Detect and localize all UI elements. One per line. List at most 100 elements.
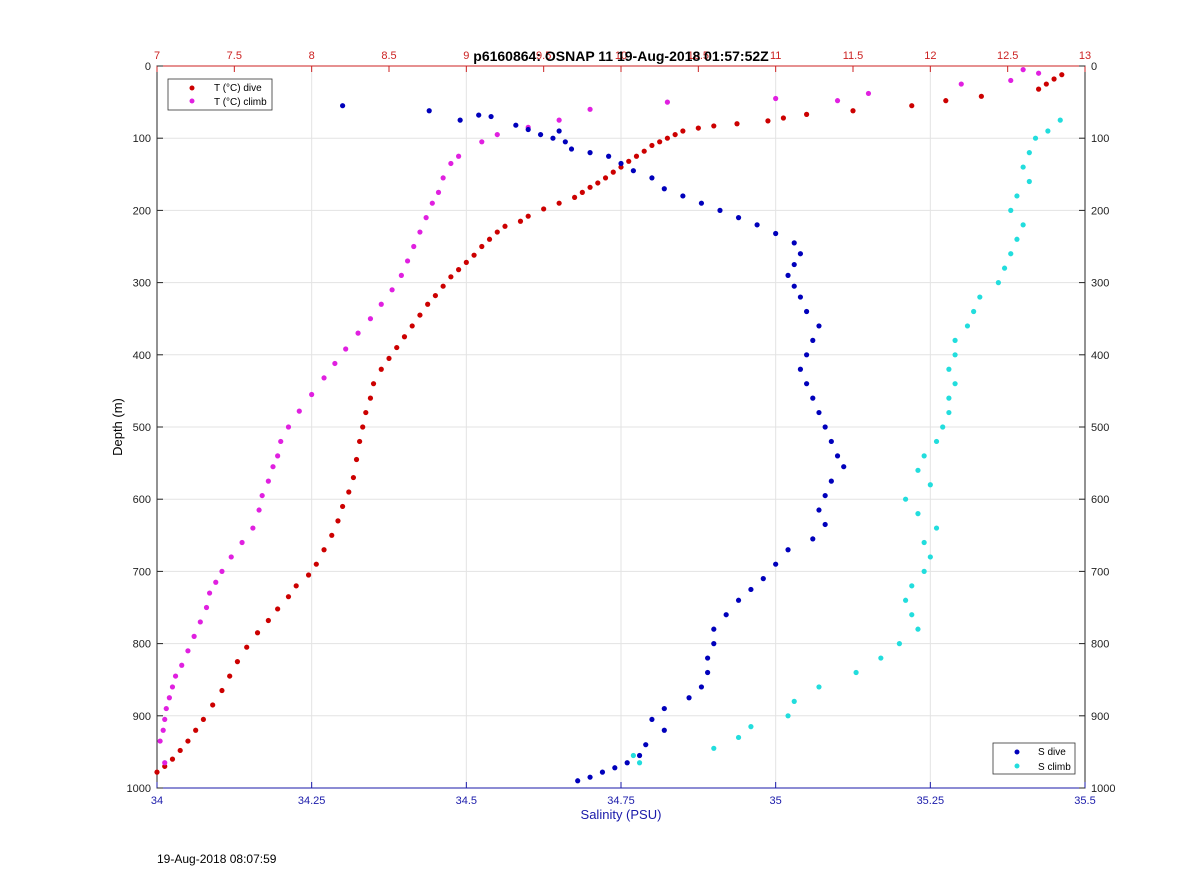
data-point-s-climb xyxy=(791,698,797,704)
legend-marker-t-climb xyxy=(189,98,195,104)
x-tick-label-top: 9.5 xyxy=(536,50,551,62)
data-point-s-dive xyxy=(630,168,636,174)
y-tick-label-right: 100 xyxy=(1091,133,1109,145)
legend-temperature-box xyxy=(167,78,273,111)
data-point-t-c-dive xyxy=(193,727,199,733)
data-point-t-c-dive xyxy=(378,366,384,372)
y-tick-label-left: 600 xyxy=(133,494,151,506)
data-point-t-c-dive xyxy=(486,236,493,242)
x-tick-label-bottom: 35.5 xyxy=(1074,795,1095,807)
y-tick-label-right: 700 xyxy=(1091,566,1109,578)
legend-temperature: T (°C) dive T (°C) climb xyxy=(167,78,273,111)
data-point-s-dive xyxy=(612,765,618,771)
data-point-t-c-climb xyxy=(321,375,327,381)
data-point-t-c-dive xyxy=(1051,76,1057,82)
data-point-s-climb xyxy=(946,395,952,401)
data-point-s-dive xyxy=(661,727,667,733)
data-point-s-climb xyxy=(946,366,952,372)
data-point-t-c-dive xyxy=(360,424,366,430)
data-point-s-dive xyxy=(785,272,791,278)
data-point-s-climb xyxy=(952,381,958,387)
data-point-t-c-dive xyxy=(850,108,856,114)
data-point-t-c-climb xyxy=(228,554,234,560)
data-point-t-c-climb xyxy=(479,139,485,145)
data-point-t-c-climb xyxy=(206,590,213,596)
data-point-s-dive xyxy=(816,409,822,416)
data-point-t-c-dive xyxy=(425,301,431,307)
data-point-t-c-dive xyxy=(293,583,299,589)
data-point-t-c-dive xyxy=(595,180,601,186)
data-point-s-dive xyxy=(587,150,593,156)
legend-marker-s-dive xyxy=(1014,749,1020,755)
x-tick-label-top: 12 xyxy=(924,50,936,62)
data-point-t-c-dive xyxy=(633,153,640,159)
data-point-s-dive xyxy=(791,261,797,268)
data-point-s-climb xyxy=(1008,251,1014,257)
data-point-t-c-climb xyxy=(429,200,435,206)
data-point-s-climb xyxy=(735,734,742,741)
data-point-t-c-dive xyxy=(275,606,281,612)
data-point-t-c-climb xyxy=(185,648,191,654)
data-point-t-c-dive xyxy=(313,561,319,567)
generation-timestamp: 19-Aug-2018 08:07:59 xyxy=(157,852,277,866)
data-point-s-climb xyxy=(909,612,915,618)
data-point-t-c-dive xyxy=(394,344,400,351)
data-point-t-c-dive xyxy=(346,489,352,495)
data-point-s-dive xyxy=(568,146,575,152)
data-point-t-c-dive xyxy=(602,175,609,181)
data-point-t-c-dive xyxy=(440,283,446,289)
data-point-t-c-dive xyxy=(641,148,647,154)
data-point-t-c-dive xyxy=(417,312,423,318)
data-point-t-c-dive xyxy=(409,323,415,329)
x-axis-title-salinity: Salinity (PSU) xyxy=(581,807,662,822)
data-point-t-c-dive xyxy=(804,111,810,117)
data-point-s-climb xyxy=(1020,164,1026,170)
data-point-t-c-dive xyxy=(185,738,191,744)
data-point-t-c-dive xyxy=(244,644,250,650)
data-point-s-dive xyxy=(705,655,711,661)
data-point-s-dive xyxy=(457,117,463,123)
data-point-t-c-climb xyxy=(270,464,276,470)
data-point-t-c-climb xyxy=(179,662,185,668)
data-point-s-climb xyxy=(630,752,636,759)
data-point-t-c-dive xyxy=(579,189,585,195)
y-tick-label-left: 0 xyxy=(145,61,151,73)
data-point-s-dive xyxy=(773,561,779,567)
data-point-s-climb xyxy=(1045,128,1051,134)
data-point-s-climb xyxy=(1020,222,1026,228)
data-point-s-dive xyxy=(723,612,729,618)
data-point-s-dive xyxy=(797,251,804,257)
data-point-s-dive xyxy=(828,438,834,445)
data-point-t-c-dive xyxy=(943,98,949,104)
data-point-s-climb xyxy=(1026,178,1032,185)
data-point-s-dive xyxy=(556,128,562,134)
data-point-s-climb xyxy=(1032,135,1039,141)
data-point-s-dive xyxy=(606,153,612,159)
data-point-s-climb xyxy=(785,713,791,719)
data-point-t-c-dive xyxy=(572,194,578,201)
data-point-t-c-dive xyxy=(626,158,632,164)
data-point-s-dive xyxy=(797,366,804,372)
data-point-s-climb xyxy=(964,323,971,329)
data-point-t-c-dive xyxy=(479,243,485,250)
data-point-s-dive xyxy=(426,108,432,114)
data-point-s-dive xyxy=(810,337,816,343)
data-point-t-c-climb xyxy=(404,258,411,264)
y-tick-label-left: 400 xyxy=(133,350,151,362)
data-point-t-c-dive xyxy=(657,139,663,145)
x-tick-label-top: 10 xyxy=(615,50,627,62)
y-axis-title-depth: Depth (m) xyxy=(110,398,125,456)
data-point-s-climb xyxy=(1014,236,1020,242)
x-tick-label-bottom: 34.25 xyxy=(298,795,326,807)
data-point-t-c-dive xyxy=(162,763,168,769)
axis-ticks: 34 34.25 34.5 34.75 35 35.25 35.5 7 7.5 8 8.5 9 9.5 1… xyxy=(127,50,1116,807)
data-point-s-dive xyxy=(575,778,581,784)
data-point-s-climb xyxy=(946,409,952,416)
data-point-s-climb xyxy=(909,583,915,589)
data-point-t-c-dive xyxy=(401,334,408,340)
data-point-s-dive xyxy=(686,695,692,701)
data-point-t-c-dive xyxy=(350,474,357,481)
data-point-t-c-dive xyxy=(386,355,392,362)
data-point-t-c-dive xyxy=(1043,81,1049,87)
